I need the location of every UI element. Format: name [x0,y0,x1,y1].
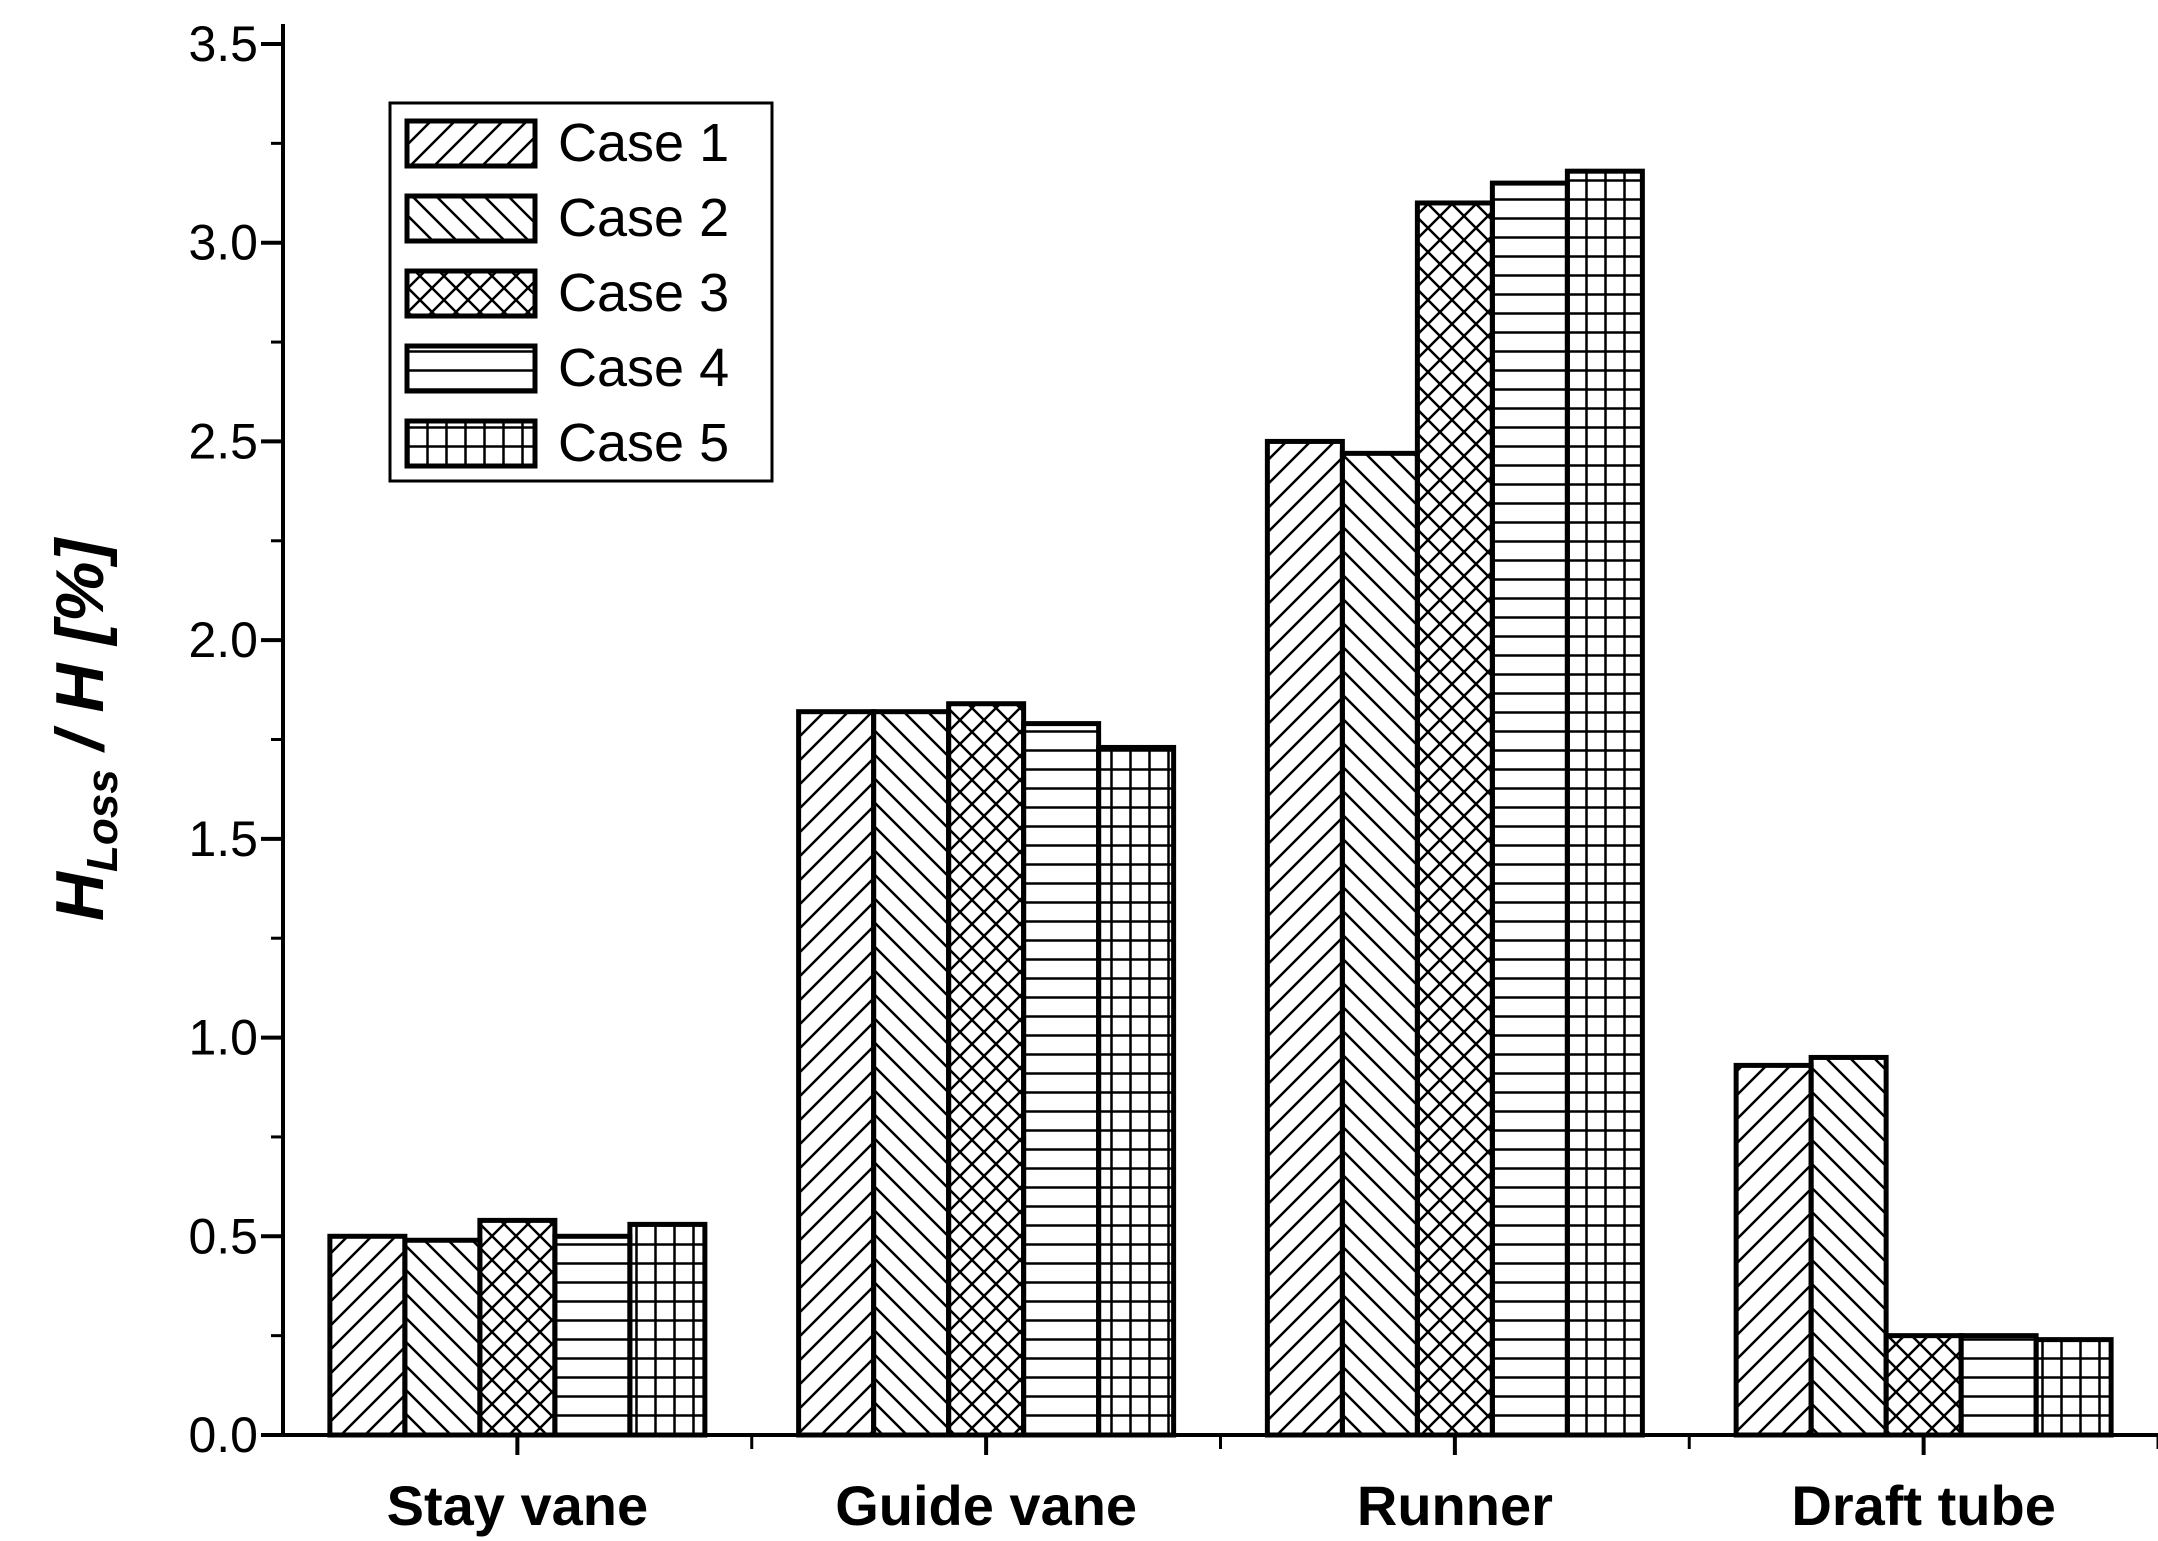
bar [1808,1054,1889,1438]
legend-label: Case 4 [558,338,729,398]
y-axis-label: HLoss / H [%] [42,537,127,922]
y-tick-label: 0.0 [188,1407,258,1463]
bar [327,1233,408,1438]
legend-label: Case 1 [558,113,729,173]
bar [1564,168,1645,1438]
y-tick-label: 2.0 [188,612,258,668]
y-tick-label: 3.0 [188,215,258,271]
legend-label: Case 5 [558,413,729,473]
y-tick-label: 3.5 [188,16,258,72]
x-category-label: Runner [1357,1474,1553,1537]
x-category-label: Stay vane [387,1474,649,1537]
bar [796,709,877,1438]
bar [871,709,952,1438]
legend-label: Case 2 [558,188,729,248]
y-tick-label: 2.5 [188,413,258,469]
bar [1414,200,1495,1438]
legend-swatch [404,418,538,469]
legend-swatch [404,193,538,244]
bar [1339,450,1420,1438]
bar [1264,438,1345,1438]
legend: Case 1 Case 2 Case 3 Case 4 Case 5 [388,101,774,483]
legend-swatch [404,118,538,169]
y-tick-label: 0.5 [188,1208,258,1264]
bar [946,701,1027,1438]
bar [1021,721,1102,1438]
bar [1958,1333,2039,1438]
y-tick-label: 1.5 [188,811,258,867]
legend-swatch [404,343,538,394]
x-category-label: Guide vane [835,1474,1137,1537]
y-tick-label: 1.0 [188,1010,258,1066]
bar [627,1221,708,1438]
bar [1733,1062,1814,1438]
bar [1096,744,1177,1438]
bar [477,1217,558,1438]
legend-label: Case 3 [558,263,729,323]
bar [402,1237,483,1438]
bar [1489,180,1570,1438]
x-ticks: Stay vane Guide vane Runner Draft tube [387,1435,2158,1537]
bar [2033,1337,2114,1438]
bar [552,1233,633,1438]
x-category-label: Draft tube [1791,1474,2055,1537]
bars-group [327,168,2114,1438]
legend-swatch [404,268,538,319]
bar [1883,1333,1964,1438]
y-ticks: 0.0 0.5 1.0 1.5 2.0 2.5 3.0 3.5 [188,16,283,1463]
